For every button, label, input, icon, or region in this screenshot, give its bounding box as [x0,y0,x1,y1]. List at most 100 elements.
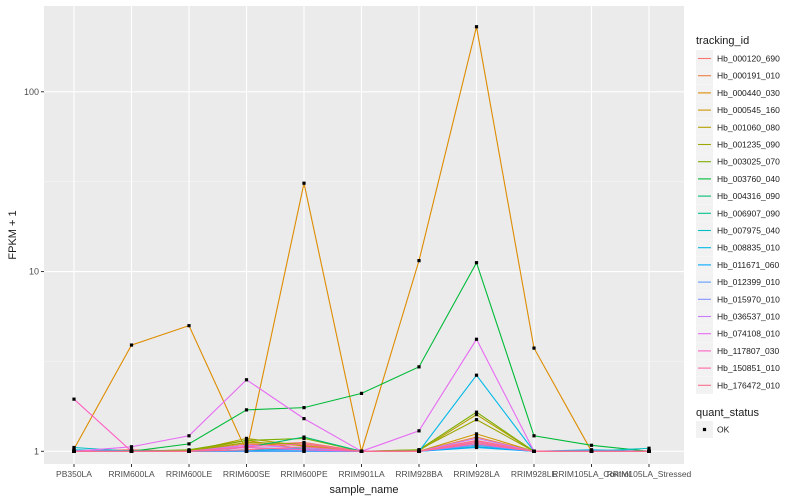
x-axis: PB350LA RRIM600LA RRIM600LE RRIM600SE RRIM60… [56,464,692,479]
data-point [474,337,479,341]
data-point [532,449,536,453]
data-point [474,445,479,450]
data-point [129,445,134,449]
legend-label: Hb_176472_010 [717,380,780,390]
legend-label: Hb_000120_690 [717,54,780,64]
legend-shape-title: quant_status [696,407,759,419]
data-point [359,449,364,453]
y-axis: 1 10 100 [24,87,44,456]
data-point [187,442,191,446]
series-layer [72,25,651,454]
data-point [474,410,479,414]
data-point [244,378,249,382]
data-point [647,446,651,450]
legend-item: Hb_000191_010 [696,67,780,85]
legend-label: Hb_008835_010 [717,243,780,253]
y-tick-label: 10 [29,267,39,277]
data-point [244,408,249,412]
data-point [129,343,134,347]
legend-label: Hb_003025_070 [717,157,780,167]
data-point [244,448,249,452]
legend-color-title: tracking_id [696,35,749,47]
legend-item: Hb_001060_080 [696,118,780,136]
legend-label: Hb_117807_030 [717,346,780,356]
data-point [244,440,249,445]
data-point [302,448,306,452]
data-point [647,449,651,453]
data-point [474,418,479,422]
legend-label: Hb_001235_090 [717,140,780,150]
legend-item: Hb_176472_010 [696,376,780,394]
legend-label: Hb_001060_080 [717,122,780,132]
x-tick-label: RRIM600LA [108,469,155,479]
data-point [474,436,479,440]
data-point [474,440,479,445]
data-point [302,406,306,410]
points-layer [72,25,651,453]
data-point [474,373,479,377]
legend-label: OK [717,425,730,435]
legend-label: Hb_003760_040 [717,174,780,184]
legend-item: Hb_012399_010 [696,273,780,291]
data-point [302,181,306,185]
data-point [244,436,249,440]
data-point [359,391,364,395]
grid-lines [44,6,684,464]
legend-item: Hb_000545_160 [696,101,780,119]
data-point [589,449,594,453]
legend-label: Hb_011671_060 [717,260,780,270]
y-tick-label: 100 [24,87,39,97]
data-point [187,324,191,328]
legend-label: Hb_004316_090 [717,191,780,201]
legend-label: Hb_074108_010 [717,329,780,339]
x-tick-label: RRIM901LA [338,469,385,479]
y-tick-label: 1 [34,446,39,456]
legend-item: Hb_011671_060 [696,256,780,274]
legend: tracking_id Hb_000120_690 Hb_000191_010 Hb… [696,35,780,438]
data-point [417,259,421,263]
data-point [302,445,306,449]
data-point [244,438,249,443]
legend-item: Hb_000440_030 [696,84,780,102]
legend-item: Hb_007975_040 [696,222,780,239]
data-point [72,397,76,401]
legend-item: Hb_150851_010 [696,359,780,377]
legend-item: Hb_074108_010 [696,325,780,343]
x-tick-label: RRIM928LA [453,469,500,479]
data-point [302,417,306,421]
data-point [417,449,421,453]
data-point [417,429,421,433]
legend-label: Hb_007975_040 [717,226,780,236]
legend-item: Hb_003760_040 [696,170,780,188]
legend-item: Hb_008835_010 [696,239,780,257]
x-axis-title: sample_name [329,484,398,496]
data-point [474,25,479,29]
x-tick-label: RRIM600PE [280,469,328,479]
data-point [589,443,594,447]
legend-label: Hb_012399_010 [717,277,780,287]
x-tick-label: RRIM105LA_Control [552,469,631,479]
x-tick-label: RRIM928BA [395,469,443,479]
legend-label: Hb_000191_010 [717,71,780,81]
legend-item: Hb_003025_070 [696,153,780,171]
legend-item: Hb_015970_010 [696,290,780,308]
data-point [72,445,76,450]
data-point [187,434,191,438]
legend-shape-item: OK [696,421,730,438]
x-tick-label: RRIM105LA_Stressed [607,469,692,479]
data-point [417,365,421,369]
data-point [532,434,536,438]
data-point [474,432,479,436]
x-tick-label: RRIM600SE [223,469,271,479]
data-point [302,435,306,439]
data-point [474,413,479,417]
data-point [532,346,536,350]
legend-label: Hb_000545_160 [717,105,780,115]
x-tick-label: PB350LA [56,469,92,479]
x-tick-label: RRIM928LE [511,469,558,479]
legend-label: Hb_000440_030 [717,88,780,98]
x-tick-label: RRIM600LE [166,469,213,479]
legend-item: Hb_006907_090 [696,204,780,222]
legend-label: Hb_015970_010 [717,294,780,304]
